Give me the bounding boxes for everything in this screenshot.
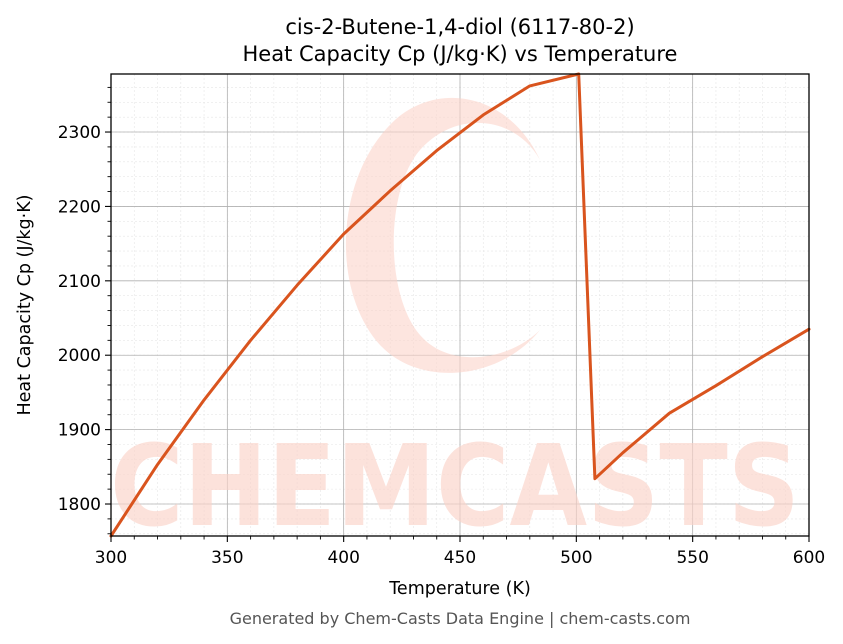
x-tick-label: 600	[793, 548, 825, 568]
x-tick-label: 450	[444, 548, 476, 568]
x-axis-label: Temperature (K)	[388, 579, 531, 599]
chart-title: cis-2-Butene-1,4-diol (6117-80-2)	[285, 15, 634, 39]
series-layer	[109, 72, 811, 538]
watermark-text: CHEMCASTS	[110, 422, 800, 552]
x-tick-label: 350	[211, 548, 243, 568]
y-axis-label: Heat Capacity Cp (J/kg·K)	[15, 195, 35, 416]
x-tick-label: 400	[327, 548, 359, 568]
x-tick-label: 300	[95, 548, 127, 568]
y-tick-label: 1900	[58, 421, 101, 441]
y-axis: 1800 1900 2000 2100 2200 2300	[58, 86, 111, 535]
y-tick-label: 2200	[58, 197, 101, 217]
y-tick-label: 1800	[58, 495, 101, 515]
chart-subtitle: Heat Capacity Cp (J/kg·K) vs Temperature	[243, 42, 678, 66]
x-tick-label: 500	[560, 548, 592, 568]
series-line	[109, 72, 811, 538]
y-tick-label: 2000	[58, 346, 101, 366]
x-axis: 300 350 400 450 500 550 600	[95, 536, 825, 568]
watermark-swirl-icon	[345, 97, 540, 373]
footer-credit: Generated by Chem-Casts Data Engine | ch…	[230, 609, 691, 628]
chemcasts-watermark-logo: CHEMCASTS	[110, 97, 800, 552]
y-tick-label: 2100	[58, 272, 101, 292]
y-tick-label: 2300	[58, 123, 101, 143]
x-tick-label: 550	[676, 548, 708, 568]
